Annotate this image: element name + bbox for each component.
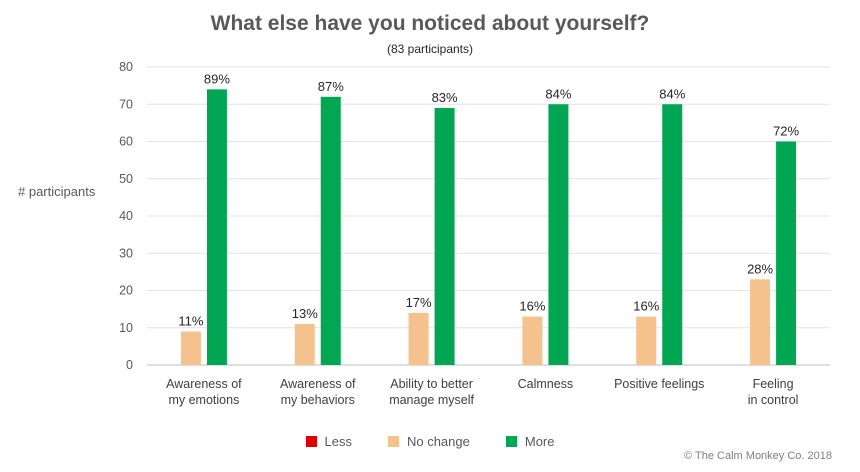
legend-item-no-change: No change [387,434,470,449]
chart-title: What else have you noticed about yoursel… [210,12,650,35]
x-tick-label: Positive feelings [614,377,705,391]
y-tick-label: 20 [119,284,133,298]
data-label: 28% [747,261,773,276]
y-tick-label: 0 [126,358,133,372]
y-tick-label: 70 [119,97,133,111]
data-label: 84% [545,86,571,101]
data-label: 16% [519,299,545,314]
data-label: 89% [204,71,230,86]
y-tick-label: 30 [119,246,133,260]
y-tick-label: 80 [119,60,133,74]
chart-subtitle: (83 participants) [386,42,474,56]
legend-label-no-change: No change [406,434,470,449]
data-label: 84% [659,86,685,101]
data-label: 16% [633,299,659,314]
bar-no-change [750,279,771,365]
bar-no-change [522,316,543,365]
x-tick-label: Calmness [517,377,574,391]
data-label: 87% [318,79,344,94]
data-label: 83% [432,90,458,105]
bar-more [434,107,455,365]
y-tick-label: 50 [119,172,133,186]
bar-more [320,96,341,366]
data-label: 13% [292,306,318,321]
legend-label-more: More [524,434,555,449]
bar-no-change [636,316,657,365]
y-tick-label: 60 [119,135,133,149]
legend-label-less: Less [324,434,352,449]
x-tick-label: Feeling in control [747,377,799,407]
y-tick-label: 40 [119,209,133,223]
legend-item-more: More [505,434,555,449]
data-label: 17% [406,295,432,310]
legend-swatch-less [305,436,317,447]
legend-swatch-more [505,436,517,447]
bar-more [662,104,683,365]
y-axis-label: # participants [18,184,96,199]
legend-item-less: Less [305,434,352,449]
bar-more [548,104,569,365]
legend-swatch-no-change [387,436,399,447]
bar-more [206,89,227,365]
legend: Less No change More [0,434,860,449]
data-label: 72% [773,124,799,139]
bar-no-change [180,331,201,365]
data-label: 11% [178,313,203,328]
bar-no-change [408,312,429,365]
x-tick-label: Ability to better manage myself [389,377,474,407]
y-tick-label: 10 [119,321,133,335]
bar-no-change [294,324,315,365]
x-tick-label: Awareness of my behaviors [279,377,356,407]
bar-more [776,141,797,365]
copyright-notice: © The Calm Monkey Co. 2018 [684,450,832,462]
x-tick-label: Awareness of my emotions [166,377,242,407]
